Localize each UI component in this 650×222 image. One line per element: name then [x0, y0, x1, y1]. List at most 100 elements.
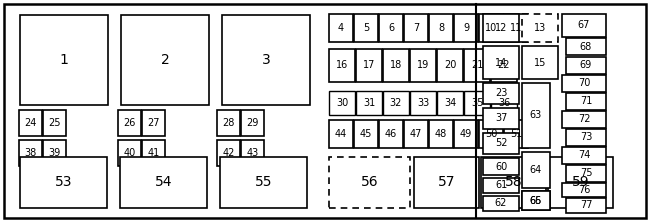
Text: 1: 1 [60, 53, 68, 67]
Text: 76: 76 [578, 185, 590, 195]
Bar [19, 140, 42, 166]
Bar [383, 91, 409, 115]
Text: 67: 67 [578, 20, 590, 30]
Text: 66: 66 [530, 196, 542, 206]
Bar [483, 133, 519, 154]
Text: 42: 42 [222, 148, 235, 158]
Text: 25: 25 [48, 118, 60, 128]
Bar [504, 120, 528, 148]
Text: 24: 24 [24, 118, 36, 128]
Bar [414, 157, 479, 208]
Text: 70: 70 [578, 79, 590, 89]
Bar [566, 57, 606, 74]
Text: 41: 41 [148, 148, 160, 158]
Bar [356, 91, 382, 115]
Text: 31: 31 [363, 98, 375, 108]
Bar [562, 147, 606, 164]
Bar [19, 110, 42, 136]
Text: 57: 57 [437, 176, 455, 190]
Bar [20, 157, 107, 208]
Text: 50: 50 [485, 129, 497, 139]
Bar [522, 191, 550, 210]
Text: 58: 58 [504, 176, 523, 190]
Text: 75: 75 [580, 168, 592, 178]
Bar [241, 110, 264, 136]
Text: 56: 56 [361, 176, 378, 190]
Text: 7: 7 [413, 23, 419, 33]
Text: 49: 49 [460, 129, 472, 139]
Bar [562, 183, 606, 197]
Text: 9: 9 [463, 23, 469, 33]
Bar [404, 14, 428, 42]
Text: 61: 61 [495, 180, 507, 190]
Text: 27: 27 [148, 118, 160, 128]
Text: 16: 16 [336, 61, 348, 71]
Bar [356, 49, 382, 82]
Text: 59: 59 [572, 176, 590, 190]
Bar [217, 110, 240, 136]
Text: 73: 73 [580, 133, 592, 143]
Bar [220, 157, 307, 208]
Bar [464, 49, 490, 82]
Bar [20, 15, 108, 105]
Bar [329, 91, 355, 115]
Bar [481, 157, 546, 208]
Bar [329, 120, 353, 148]
Text: 30: 30 [336, 98, 348, 108]
Text: 26: 26 [124, 118, 136, 128]
Bar [483, 158, 519, 175]
Bar [464, 91, 490, 115]
Text: 14: 14 [495, 57, 507, 67]
Bar [142, 110, 165, 136]
Text: 2: 2 [161, 53, 170, 67]
Text: 54: 54 [155, 176, 172, 190]
Text: 77: 77 [580, 200, 592, 210]
Text: 17: 17 [363, 61, 375, 71]
Bar [437, 91, 463, 115]
Bar [566, 198, 606, 213]
Bar [522, 46, 558, 79]
Text: 8: 8 [438, 23, 444, 33]
Text: 35: 35 [471, 98, 483, 108]
Bar [483, 46, 519, 79]
Text: 44: 44 [335, 129, 347, 139]
Text: 39: 39 [48, 148, 60, 158]
Text: 69: 69 [580, 61, 592, 71]
Bar [43, 140, 66, 166]
Bar [566, 38, 606, 55]
Text: 40: 40 [124, 148, 136, 158]
Text: 47: 47 [410, 129, 422, 139]
Bar [479, 120, 503, 148]
Text: 5: 5 [363, 23, 369, 33]
Text: 12: 12 [495, 23, 507, 33]
Text: 15: 15 [534, 57, 546, 67]
Bar [354, 14, 378, 42]
Bar [217, 140, 240, 166]
Bar [410, 49, 436, 82]
Bar [454, 120, 478, 148]
Text: 46: 46 [385, 129, 397, 139]
Bar [491, 49, 517, 82]
Bar [522, 152, 550, 188]
Bar [404, 120, 428, 148]
Bar [379, 120, 403, 148]
Bar [429, 14, 453, 42]
Bar [483, 83, 519, 104]
Text: 65: 65 [530, 196, 542, 206]
Bar [118, 110, 141, 136]
Bar [566, 165, 606, 182]
Text: 63: 63 [530, 111, 542, 121]
Bar [566, 93, 606, 110]
Bar [379, 14, 403, 42]
Text: 19: 19 [417, 61, 429, 71]
Bar [121, 15, 209, 105]
Bar [483, 14, 519, 42]
Text: 64: 64 [530, 165, 542, 175]
Text: 60: 60 [495, 161, 507, 172]
Text: 72: 72 [578, 115, 590, 125]
Text: 23: 23 [495, 89, 507, 99]
Text: 11: 11 [510, 23, 522, 33]
Bar [329, 157, 410, 208]
Bar [329, 14, 353, 42]
Bar [410, 91, 436, 115]
